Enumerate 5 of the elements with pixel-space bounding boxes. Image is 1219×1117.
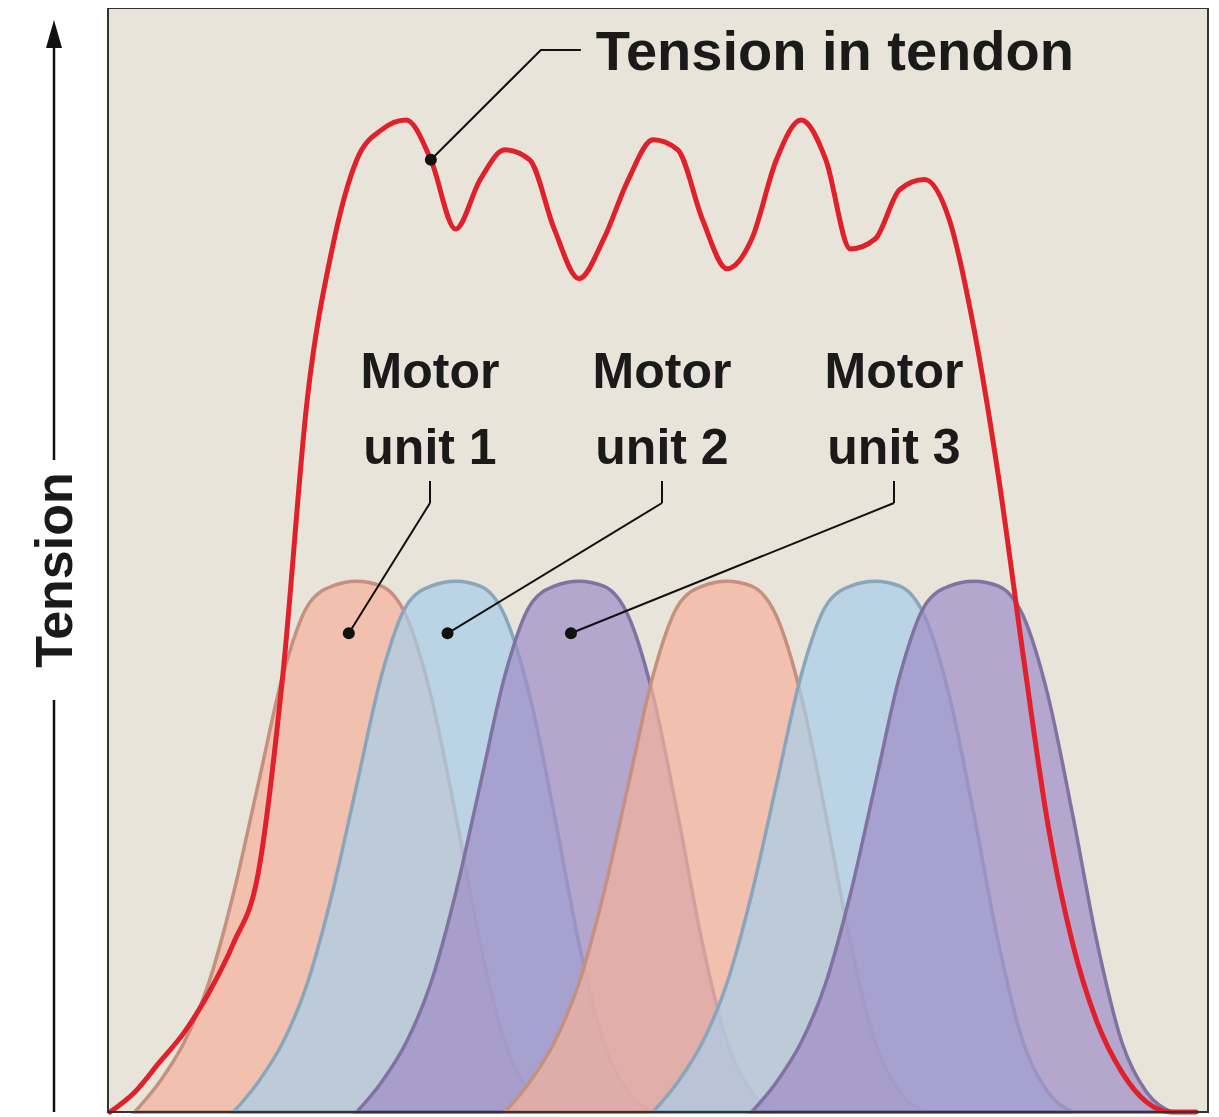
text: Motor unit 3 bbox=[824, 343, 964, 475]
y-axis-title: Tension bbox=[25, 472, 83, 668]
text: Motor unit 1 bbox=[360, 343, 500, 475]
series-label: Tension in tendon bbox=[595, 19, 1074, 82]
text: Motor unit 2 bbox=[592, 343, 732, 475]
